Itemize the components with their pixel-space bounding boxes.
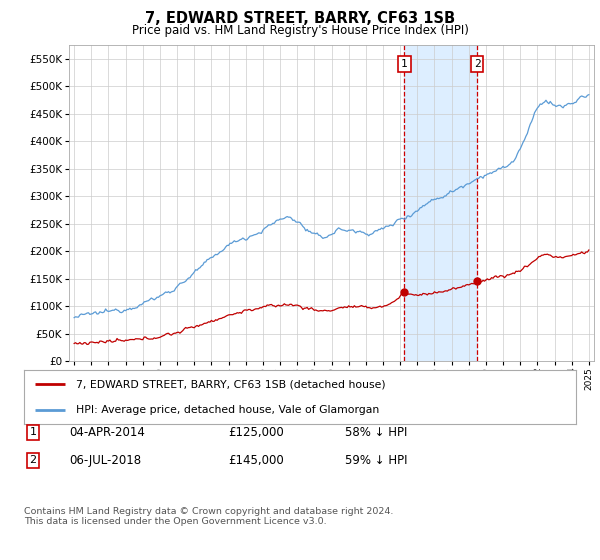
Text: 1: 1 [401,59,408,69]
Text: 2: 2 [29,455,37,465]
Text: 58% ↓ HPI: 58% ↓ HPI [345,426,407,439]
Text: 06-JUL-2018: 06-JUL-2018 [69,454,141,467]
Text: 04-APR-2014: 04-APR-2014 [69,426,145,439]
Text: 7, EDWARD STREET, BARRY, CF63 1SB (detached house): 7, EDWARD STREET, BARRY, CF63 1SB (detac… [76,380,386,389]
Text: 59% ↓ HPI: 59% ↓ HPI [345,454,407,467]
Text: Contains HM Land Registry data © Crown copyright and database right 2024.
This d: Contains HM Land Registry data © Crown c… [24,507,394,526]
Text: HPI: Average price, detached house, Vale of Glamorgan: HPI: Average price, detached house, Vale… [76,405,380,414]
Text: Price paid vs. HM Land Registry's House Price Index (HPI): Price paid vs. HM Land Registry's House … [131,24,469,36]
Text: £145,000: £145,000 [228,454,284,467]
Text: 1: 1 [29,427,37,437]
Text: 7, EDWARD STREET, BARRY, CF63 1SB: 7, EDWARD STREET, BARRY, CF63 1SB [145,11,455,26]
Bar [404,45,478,361]
Text: £125,000: £125,000 [228,426,284,439]
Text: 2: 2 [474,59,481,69]
